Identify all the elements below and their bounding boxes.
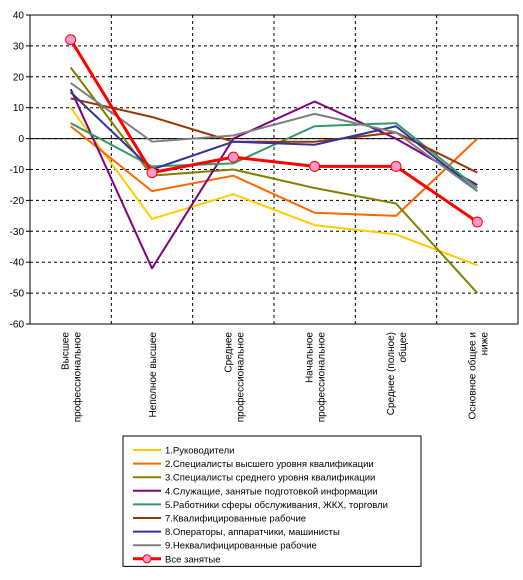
data-point-marker xyxy=(309,160,321,172)
y-tick-label: -30 xyxy=(10,227,25,238)
series-line xyxy=(69,88,478,270)
series-line xyxy=(69,107,478,267)
data-point-marker xyxy=(390,160,402,172)
legend-label: 9.Неквалифицированные рабочие xyxy=(165,541,317,552)
legend-marker xyxy=(142,554,152,564)
legend-label: 5.Работники сферы обслуживания, ЖКХ, тор… xyxy=(165,500,388,511)
data-point-marker xyxy=(227,151,239,163)
x-tick-label: Основное общее и xyxy=(466,332,478,420)
x-tick-label: Начальное xyxy=(305,332,316,383)
legend-label: 1.Руководители xyxy=(165,446,234,457)
series-line xyxy=(70,125,479,217)
series-line xyxy=(69,91,478,192)
data-point-marker xyxy=(146,167,158,179)
x-tick-label: Высшее xyxy=(61,332,72,370)
series-line xyxy=(70,122,478,189)
legend-box xyxy=(122,435,422,567)
series-line xyxy=(69,38,479,224)
y-tick-label: -50 xyxy=(10,289,25,300)
x-tick-label: профессиональное xyxy=(316,332,328,423)
legend-label: Все занятые xyxy=(165,554,221,565)
legend-label: 8.Операторы, аппаратчики, машинисты xyxy=(165,527,340,538)
x-tick-label: ниже xyxy=(479,332,490,356)
x-tick-label: Среднее (полное) xyxy=(386,332,397,415)
data-point-marker xyxy=(471,216,483,228)
x-tick-label: Неполное высшее xyxy=(148,332,159,418)
plot-area xyxy=(29,14,519,325)
y-tick-label: 20 xyxy=(13,72,25,83)
y-tick-label: -60 xyxy=(10,320,25,331)
y-tick-label: 10 xyxy=(13,103,25,114)
x-tick-label: общее xyxy=(397,332,409,363)
legend-label: 3.Специалисты среднего уровня квалификац… xyxy=(165,473,375,484)
series-line xyxy=(70,97,478,174)
y-tick-label: -20 xyxy=(10,196,25,207)
series-line xyxy=(70,82,478,192)
data-point-marker xyxy=(65,34,77,46)
y-tick-label: 30 xyxy=(13,41,25,52)
x-tick-label: профессиональное xyxy=(234,332,246,423)
y-tick-label: 0 xyxy=(18,134,24,145)
legend-label: 7.Квалифицированные рабочие xyxy=(165,514,306,525)
legend-label: 2.Специалисты высшего уровня квалификаци… xyxy=(165,459,374,470)
y-tick-label: -40 xyxy=(10,258,25,269)
x-tick-label: Среднее xyxy=(223,332,234,373)
y-tick-label: 40 xyxy=(13,11,25,22)
legend-label: 4.Служащие, занятые подготовкой информац… xyxy=(165,486,378,497)
x-tick-label: профессиональное xyxy=(72,332,84,423)
y-tick-label: -10 xyxy=(10,165,25,176)
